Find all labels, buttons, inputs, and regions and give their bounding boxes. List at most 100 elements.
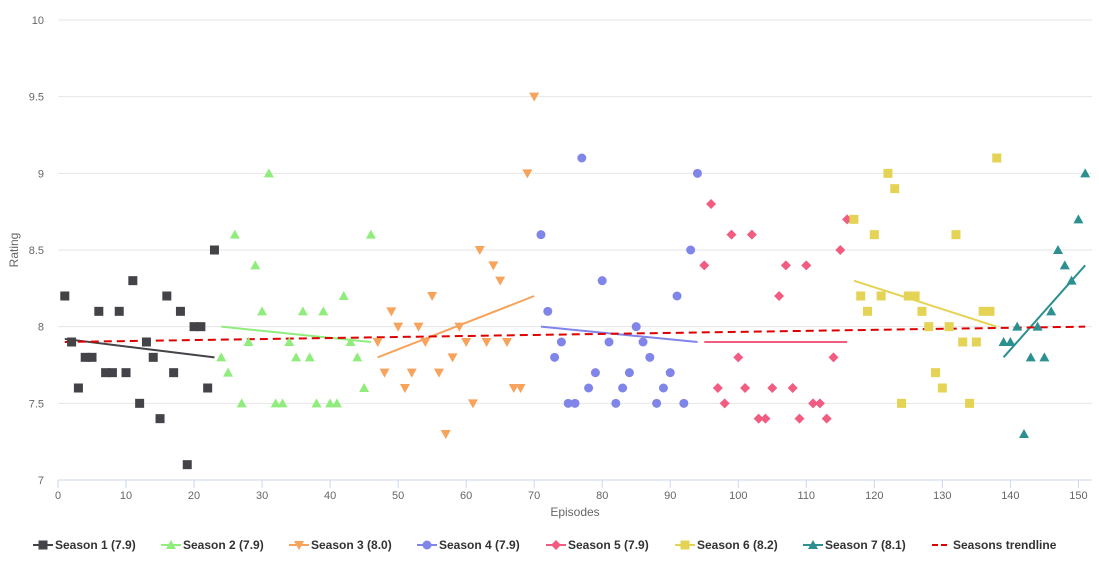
point-season-6[interactable]	[903, 291, 913, 301]
point-season-1[interactable]	[67, 337, 77, 347]
point-season-6[interactable]	[931, 368, 941, 378]
point-season-6[interactable]	[944, 322, 954, 332]
point-season-3[interactable]	[372, 338, 383, 347]
point-season-1[interactable]	[182, 460, 192, 470]
point-season-4[interactable]	[686, 245, 696, 255]
point-season-5[interactable]	[774, 291, 785, 301]
point-season-1[interactable]	[141, 337, 151, 347]
point-season-6[interactable]	[937, 383, 947, 393]
point-season-2[interactable]	[338, 291, 349, 300]
point-season-3[interactable]	[420, 338, 431, 347]
point-season-4[interactable]	[556, 337, 566, 347]
point-season-2[interactable]	[243, 337, 254, 346]
point-season-5[interactable]	[808, 398, 819, 409]
point-season-5[interactable]	[706, 199, 717, 209]
point-season-2[interactable]	[229, 229, 240, 239]
point-season-3[interactable]	[406, 368, 417, 378]
point-season-6[interactable]	[992, 153, 1002, 163]
point-season-6[interactable]	[869, 230, 879, 240]
point-season-7[interactable]	[998, 337, 1009, 346]
point-season-5[interactable]	[726, 229, 737, 240]
point-season-4[interactable]	[536, 230, 546, 240]
point-season-3[interactable]	[508, 384, 519, 393]
point-season-2[interactable]	[277, 398, 288, 408]
point-season-7[interactable]	[1025, 352, 1036, 362]
point-season-2[interactable]	[304, 352, 315, 362]
point-season-1[interactable]	[73, 383, 83, 393]
point-season-3[interactable]	[427, 292, 438, 301]
point-season-5[interactable]	[780, 260, 791, 271]
point-season-1[interactable]	[114, 306, 124, 316]
point-season-1[interactable]	[189, 322, 199, 332]
point-season-2[interactable]	[297, 306, 308, 316]
point-season-4[interactable]	[618, 383, 628, 393]
point-season-5[interactable]	[699, 260, 710, 271]
point-season-7[interactable]	[1005, 337, 1016, 346]
point-season-3[interactable]	[501, 338, 512, 347]
point-season-1[interactable]	[162, 291, 172, 301]
point-season-4[interactable]	[577, 153, 587, 163]
point-season-6[interactable]	[849, 214, 859, 224]
point-season-6[interactable]	[965, 398, 975, 408]
point-season-6[interactable]	[856, 291, 866, 301]
point-season-4[interactable]	[692, 168, 702, 178]
legend-item[interactable]: Season 1 (7.9)	[33, 534, 136, 556]
point-season-3[interactable]	[399, 384, 410, 393]
legend-item[interactable]: Season 2 (7.9)	[161, 534, 264, 556]
point-season-6[interactable]	[958, 337, 968, 347]
point-season-7[interactable]	[1032, 321, 1043, 331]
point-season-6[interactable]	[910, 291, 920, 301]
point-season-3[interactable]	[461, 338, 472, 347]
point-season-6[interactable]	[897, 398, 907, 408]
point-season-3[interactable]	[393, 322, 404, 332]
point-season-1[interactable]	[155, 414, 165, 424]
point-season-5[interactable]	[821, 413, 832, 424]
point-season-6[interactable]	[876, 291, 886, 301]
point-season-5[interactable]	[746, 229, 757, 240]
point-season-2[interactable]	[325, 398, 336, 408]
point-season-4[interactable]	[604, 337, 614, 347]
point-season-2[interactable]	[345, 337, 356, 346]
point-season-3[interactable]	[386, 307, 397, 317]
point-season-1[interactable]	[101, 368, 111, 378]
point-season-4[interactable]	[624, 368, 634, 378]
point-season-5[interactable]	[828, 352, 839, 363]
point-season-2[interactable]	[223, 367, 234, 377]
legend-marker[interactable]	[551, 540, 561, 550]
point-season-1[interactable]	[135, 398, 145, 408]
point-season-4[interactable]	[652, 398, 662, 408]
point-season-7[interactable]	[1039, 352, 1050, 362]
point-season-5[interactable]	[787, 383, 798, 393]
point-season-5[interactable]	[794, 413, 805, 424]
point-season-4[interactable]	[679, 398, 689, 408]
legend-item[interactable]: Season 6 (8.2)	[675, 534, 778, 556]
legend-marker[interactable]	[166, 540, 176, 549]
point-season-2[interactable]	[311, 398, 322, 408]
point-season-4[interactable]	[590, 368, 600, 378]
point-season-7[interactable]	[1059, 260, 1070, 270]
point-season-1[interactable]	[60, 291, 70, 301]
point-season-5[interactable]	[760, 413, 771, 424]
point-season-2[interactable]	[270, 398, 281, 408]
point-season-4[interactable]	[597, 276, 607, 286]
point-season-3[interactable]	[481, 338, 492, 347]
point-season-6[interactable]	[890, 184, 900, 194]
point-season-2[interactable]	[365, 229, 376, 239]
point-season-6[interactable]	[917, 306, 927, 316]
point-season-4[interactable]	[550, 352, 560, 362]
point-season-7[interactable]	[1046, 306, 1057, 316]
point-season-4[interactable]	[645, 352, 655, 362]
legend-item[interactable]: Season 7 (8.1)	[803, 534, 906, 556]
point-season-3[interactable]	[447, 353, 458, 363]
point-season-4[interactable]	[672, 291, 682, 301]
legend-marker[interactable]	[294, 541, 304, 550]
point-season-5[interactable]	[733, 352, 744, 363]
point-season-5[interactable]	[719, 398, 730, 409]
legend-item[interactable]: Season 5 (7.9)	[546, 534, 649, 556]
point-season-3[interactable]	[488, 261, 499, 271]
point-season-4[interactable]	[665, 368, 675, 378]
point-season-7[interactable]	[1073, 214, 1084, 224]
legend-marker[interactable]	[38, 540, 48, 550]
point-season-1[interactable]	[148, 352, 158, 362]
point-season-3[interactable]	[474, 246, 485, 255]
